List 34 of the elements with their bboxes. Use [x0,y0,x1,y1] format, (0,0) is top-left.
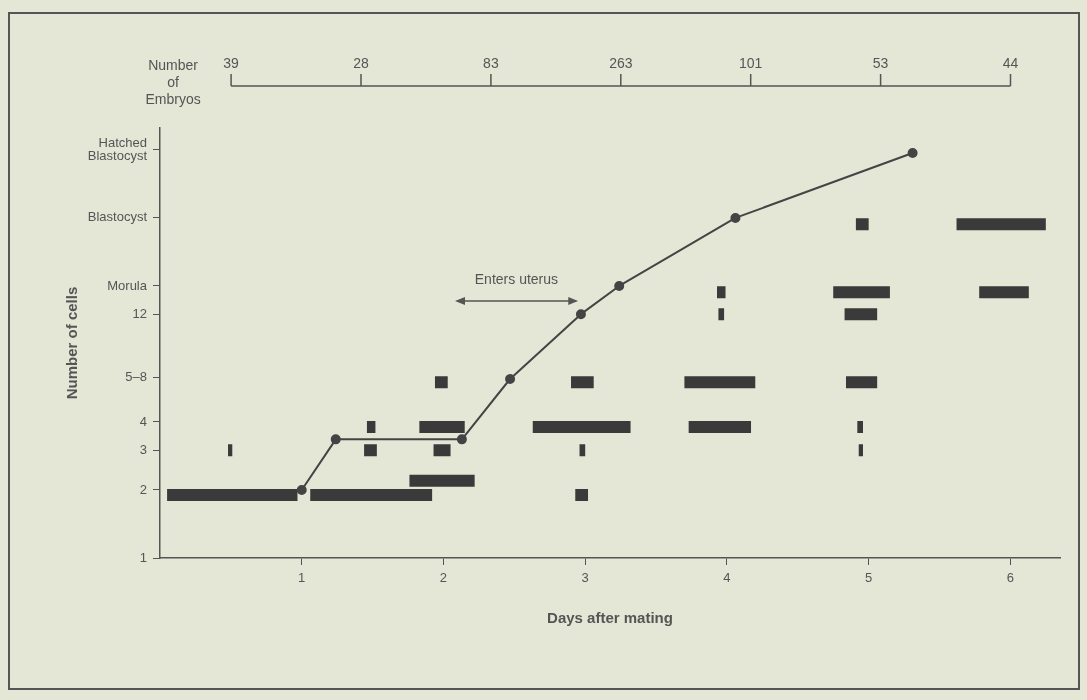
y-axis-title: Number of cells [63,286,81,400]
y-tick-label: 4 [139,413,147,429]
annotation: Enters uterus [474,271,559,288]
text: 44 [1002,54,1019,71]
point [456,434,467,445]
point [730,212,741,223]
text: 39 [223,54,240,71]
y-tick-label: Morula [107,277,148,293]
text: 101 [739,54,763,71]
point [575,309,586,320]
point [330,434,341,445]
x-axis-title: Days after mating [547,609,673,627]
text: 263 [609,54,633,71]
x-tick-label: 5 [865,570,873,586]
text: Number of Embryos [145,56,201,107]
x-tick-label: 6 [1006,570,1015,586]
x-tick-label: 4 [723,570,731,586]
point [505,373,516,384]
y-tick-label: 1 [139,549,147,565]
text: 53 [872,54,889,71]
point [614,280,625,291]
point [907,148,918,159]
y-tick-label: Blastocyst [87,209,148,225]
y-tick-label: Hatched Blastocyst [87,134,148,163]
text: 28 [353,54,369,71]
x-tick-label: 3 [581,570,589,586]
y-tick-label: 3 [139,441,147,457]
y-tick-label: 2 [139,481,147,497]
y-tick-label: 12 [132,305,147,321]
x-tick-label: 1 [298,570,306,586]
y-tick-label: 5–8 [125,368,147,384]
x-tick-label: 2 [439,570,448,586]
point [296,484,307,495]
text: 83 [483,54,499,71]
